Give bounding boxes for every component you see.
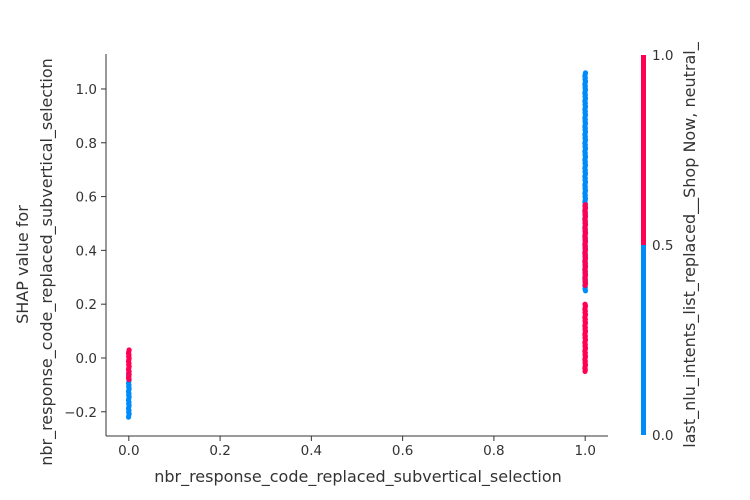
x-tick-label: 0.0 [118,443,139,459]
y-axis-label-line-1: SHAP value for [13,205,32,324]
scatter-point [582,70,589,76]
colorbar: 0.0 0.5 1.0 [641,48,673,444]
y-tick-label: 1.0 [76,82,97,98]
colorbar-tick-label: 0.0 [652,428,673,444]
colorbar-low-segment [641,245,646,435]
x-tick-label: 0.8 [483,443,504,459]
y-tick-label: 0.6 [76,190,97,206]
y-tick-label: 0.0 [76,351,97,367]
x-axis-label: nbr_response_code_replaced_subvertical_s… [154,467,562,487]
y-tick-label: 0.8 [76,136,97,152]
colorbar-tick-label: 0.5 [652,238,673,254]
colorbar-tick-label: 1.0 [652,48,673,64]
data-points [125,70,589,420]
axes: 0.0 0.2 0.4 0.6 0.8 1.0 −0.2 0.0 0.2 0.4 0.6 0.8 1.0 [64,54,608,459]
y-tick-label: 0.4 [76,243,97,259]
y-tick-label: 0.2 [76,297,97,313]
x-tick-label: 0.4 [301,443,322,459]
y-axis-label: SHAP value for nbr_response_code_replace… [13,58,57,466]
x-tick-label: 0.6 [392,443,413,459]
scatter-point [126,347,132,353]
x-tick-label: 1.0 [574,443,595,459]
y-axis-label-line-2: nbr_response_code_replaced_subvertical_s… [37,58,57,466]
y-tick-label: −0.2 [64,405,97,421]
colorbar-label: last_nlu_intents_list_replaced__Shop Now… [680,41,700,447]
scatter-point [582,301,588,307]
x-tick-label: 0.2 [209,443,230,459]
colorbar-high-segment [641,55,646,245]
scatter-point [582,202,588,208]
